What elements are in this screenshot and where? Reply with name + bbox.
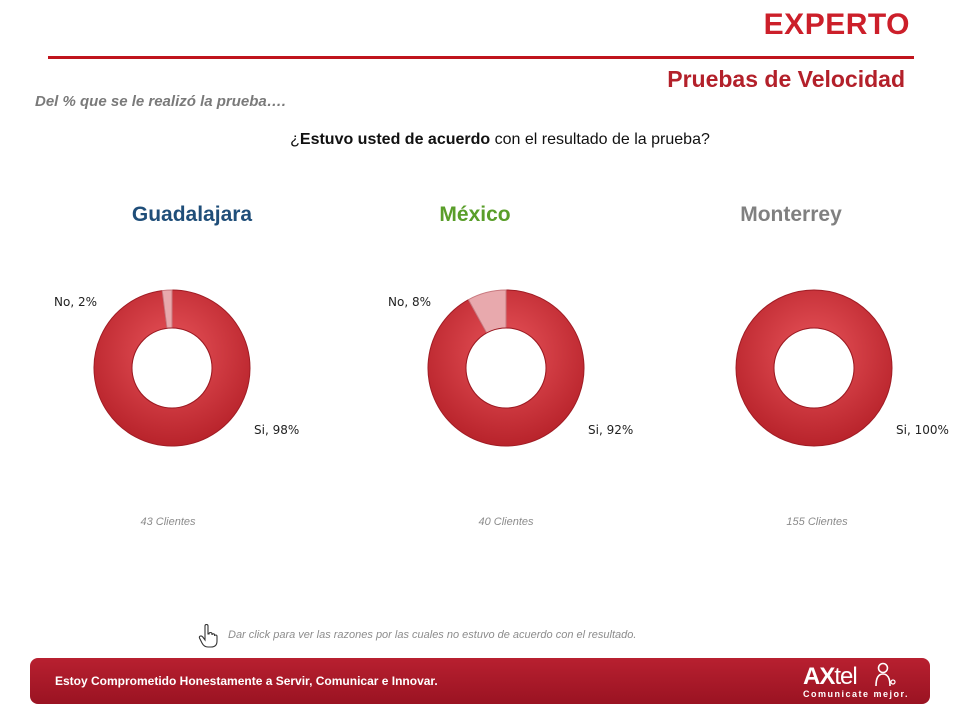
clients-count-guadalajara: 43 Clientes bbox=[140, 516, 196, 528]
clients-count-monterrey: 155 Clientes bbox=[786, 516, 848, 528]
footer-bar bbox=[30, 658, 930, 704]
clients-count-mexico: 40 Clientes bbox=[478, 516, 534, 528]
donut-hole bbox=[773, 327, 855, 409]
data-label-si: Si, 100% bbox=[896, 423, 949, 437]
donut-chart-guadalajara: Si, 98% No, 2% bbox=[54, 289, 299, 447]
mascot-icon bbox=[875, 662, 896, 687]
donut-hole bbox=[465, 327, 547, 409]
logo-tel: tel bbox=[834, 663, 857, 690]
data-label-si: Si, 92% bbox=[588, 423, 633, 437]
logo-ax: AX bbox=[803, 663, 835, 690]
pointing-hand-icon[interactable] bbox=[198, 624, 218, 648]
donut-hole bbox=[131, 327, 213, 409]
chart-title-mexico: México bbox=[439, 203, 511, 226]
donut-chart-monterrey: Si, 100% bbox=[735, 289, 949, 447]
question-prefix: ¿ bbox=[290, 131, 300, 148]
title-divider bbox=[48, 56, 914, 59]
question-bold: Estuvo usted de acuerdo bbox=[299, 131, 491, 148]
data-label-no: No, 8% bbox=[388, 295, 431, 309]
logo-tagline: Comunicate mejor. bbox=[803, 689, 910, 699]
survey-note: Del % que se le realizó la prueba…. bbox=[35, 93, 286, 110]
page-subtitle: Pruebas de Velocidad bbox=[667, 66, 905, 92]
reasons-link[interactable]: Dar click para ver las razones por las c… bbox=[228, 629, 637, 641]
data-label-si: Si, 98% bbox=[254, 423, 299, 437]
page-title: EXPERTO bbox=[763, 8, 910, 41]
footer-slogan: Estoy Comprometido Honestamente a Servir… bbox=[55, 674, 438, 688]
question-rest: con el resultado de la prueba? bbox=[490, 131, 710, 148]
survey-question: ¿Estuvo usted de acuerdo con el resultad… bbox=[0, 131, 960, 149]
donut-chart-mexico: Si, 92% No, 8% bbox=[388, 289, 633, 447]
data-label-no: No, 2% bbox=[54, 295, 97, 309]
chart-title-monterrey: Monterrey bbox=[740, 203, 842, 226]
axtel-logo: AXtel bbox=[803, 663, 858, 691]
chart-title-guadalajara: Guadalajara bbox=[131, 203, 253, 226]
